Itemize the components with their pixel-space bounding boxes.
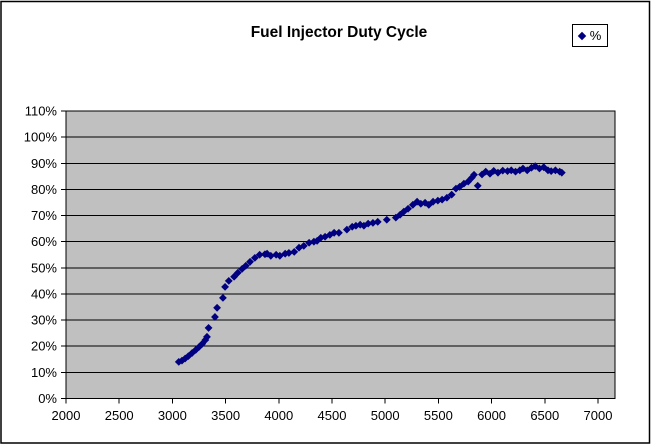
data-point-diamond [310, 237, 318, 246]
y-tick-label: 0% [38, 391, 57, 406]
data-point-diamond [348, 222, 357, 231]
x-tick-label: 3000 [158, 408, 187, 423]
data-point-diamond [299, 241, 308, 250]
data-point-diamond [467, 173, 476, 182]
data-point-diamond [342, 225, 351, 234]
y-tick-label: 10% [31, 365, 57, 380]
data-point-diamond [284, 249, 293, 257]
data-point-diamond [203, 332, 211, 341]
data-points [174, 162, 566, 366]
y-tick-label: 50% [31, 260, 57, 275]
x-tick-label: 7000 [584, 408, 613, 423]
data-point-diamond [382, 215, 391, 224]
data-point-diamond [416, 199, 425, 208]
data-point-diamond [219, 293, 227, 302]
data-point-diamond [473, 181, 482, 190]
data-point-diamond [399, 207, 408, 216]
data-point-diamond [438, 195, 447, 204]
data-point-diamond [531, 162, 540, 171]
data-point-diamond [255, 250, 264, 259]
data-point-diamond [404, 204, 412, 213]
data-point-diamond [246, 257, 254, 266]
data-point-diamond [211, 313, 219, 321]
data-point-diamond [321, 232, 329, 241]
y-tick-label: 60% [31, 234, 57, 249]
y-tick-label: 90% [31, 156, 57, 171]
plot-border [65, 110, 616, 399]
x-tick-label: 3500 [211, 408, 240, 423]
y-tick-label: 80% [31, 182, 57, 197]
data-point-diamond [198, 339, 207, 348]
data-point-diamond [470, 170, 478, 179]
data-point-diamond [364, 219, 373, 228]
x-tick-label: 4000 [264, 408, 293, 423]
data-point-diamond [313, 236, 321, 245]
data-point-diamond [241, 261, 250, 270]
data-point-diamond [498, 166, 507, 175]
x-tick-label: 6000 [477, 408, 506, 423]
data-point-diamond [330, 228, 339, 237]
data-point-diamond [447, 190, 456, 199]
x-tick-label: 4500 [318, 408, 347, 423]
data-point-diamond [373, 217, 382, 226]
y-tick-label: 30% [31, 313, 57, 328]
data-point-diamond [290, 247, 299, 256]
y-tick-label: 40% [31, 286, 57, 301]
data-point-diamond [442, 193, 451, 202]
data-point-diamond [511, 167, 520, 176]
y-tick-label: 20% [31, 339, 57, 354]
data-point-diamond [233, 268, 242, 277]
data-point-diamond [557, 168, 566, 177]
data-point-diamond [204, 324, 213, 332]
y-tick-label: 70% [31, 208, 57, 223]
data-point-diamond [213, 303, 221, 312]
legend-series-label: % [589, 28, 602, 43]
x-tick-label: 5500 [424, 408, 453, 423]
data-point-diamond [250, 253, 259, 262]
axis-ticks [61, 110, 599, 404]
plot-background [66, 111, 615, 399]
data-point-diamond [433, 196, 442, 205]
legend: % [572, 24, 608, 47]
y-tick-label: 110% [25, 104, 58, 119]
data-point-diamond [421, 198, 429, 207]
axis-labels: 0% 10% 20% 30% 40% 50% 60% 70% 80% 90% 100% 110% 200… [24, 104, 613, 424]
x-tick-label: 5000 [371, 408, 400, 423]
data-point-diamond [360, 221, 368, 230]
data-point-diamond [539, 163, 548, 172]
x-tick-label: 2000 [52, 408, 81, 423]
legend-diamond-icon [577, 31, 586, 40]
x-tick-label: 6500 [530, 408, 559, 423]
x-tick-label: 2500 [105, 408, 134, 423]
data-point-diamond [221, 282, 229, 291]
data-point-diamond [230, 272, 239, 281]
data-point-diamond [325, 230, 334, 239]
chart-title: Fuel Injector Duty Cycle [250, 24, 428, 41]
data-point-diamond [486, 169, 494, 178]
data-point-diamond [266, 251, 275, 260]
data-point-diamond [335, 228, 343, 237]
y-tick-label: 100% [24, 130, 58, 145]
data-point-diamond [224, 276, 233, 285]
